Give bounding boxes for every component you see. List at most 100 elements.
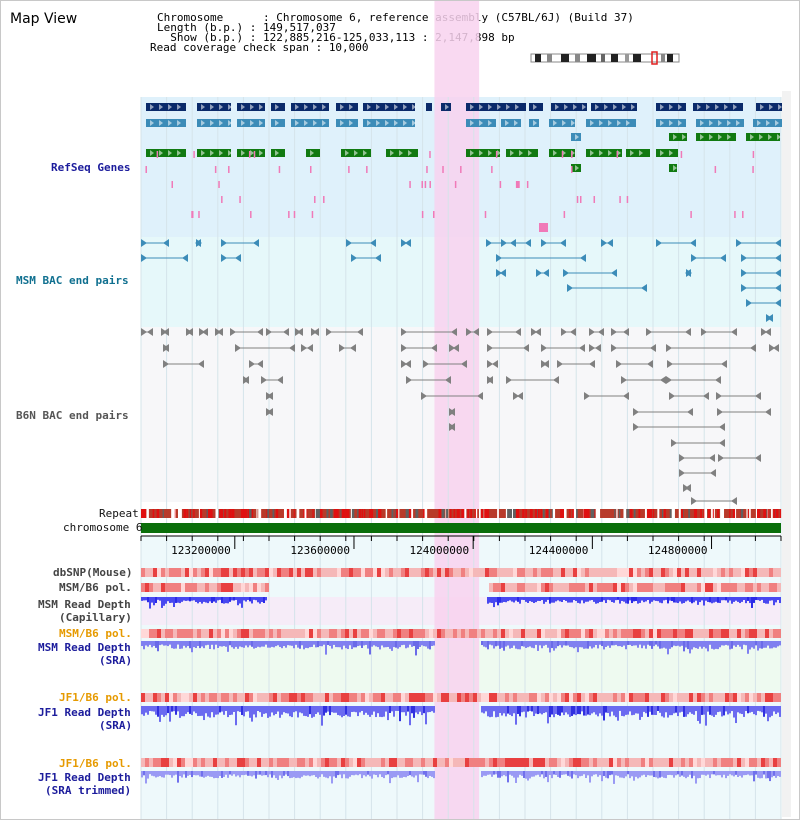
msm-pol-heat-cell: [685, 583, 689, 592]
gene-strand-arrow: [573, 104, 577, 110]
msm-bac-track-label[interactable]: MSM BAC end pairs: [16, 274, 129, 287]
jf1-pol-sra-heat-cell: [557, 693, 561, 702]
msm-depth-sra-label[interactable]: MSM Read Depth: [38, 641, 131, 654]
jf1-depth-sra-label[interactable]: JF1 Read Depth: [38, 706, 131, 719]
msm-capillary-depth-bar: [253, 597, 255, 600]
refseq-mark: [484, 211, 487, 218]
jf1-sra-depth-bar: [703, 706, 705, 715]
msm-pol-sra-heat-cell: [445, 629, 449, 638]
msm-pol-sra-label[interactable]: MSM/B6 pol.: [59, 627, 132, 640]
chromosome-track-label[interactable]: chromosome 6: [63, 521, 143, 534]
b6n-bac-pair-end: [717, 408, 723, 416]
msm-depth-capillary-label[interactable]: MSM Read Depth: [38, 598, 131, 611]
msm-sra-depth-bar: [701, 641, 703, 649]
repeat-element: [408, 509, 412, 518]
msm-sra-depth-bar: [671, 641, 673, 648]
repeat-track-label[interactable]: Repeat: [99, 507, 139, 520]
msm-pol-heat-cell: [545, 583, 549, 592]
dbsnp-heat-cell: [209, 568, 213, 577]
jf1-pol-sra-heat-cell: [517, 693, 521, 702]
jf1-trim-depth-bar: [765, 771, 767, 779]
jf1-trim-depth-bar: [609, 771, 611, 776]
msm-capillary-depth-bar: [537, 597, 539, 601]
jf1-sra-depth-bar: [169, 706, 171, 722]
msm-sra-depth-bar: [763, 641, 765, 648]
jf1-sra-depth-bar: [343, 706, 345, 716]
b6n-bac-pair-end: [553, 376, 559, 384]
jf1-trim-depth-bar: [753, 771, 755, 782]
gene-strand-arrow: [210, 104, 214, 110]
dbsnp-track-label[interactable]: dbSNP(Mouse): [53, 566, 133, 579]
jf1-pol-trim-heat-cell: [473, 758, 477, 767]
b6n-bac-pair-end: [669, 392, 675, 400]
gene-strand-arrow: [479, 150, 483, 156]
dbsnp-heat-cell: [161, 568, 165, 577]
dbsnp-heat-cell: [569, 568, 573, 577]
msm-pol-track-label[interactable]: MSM/B6 pol.: [59, 581, 132, 594]
dbsnp-heat-cell: [653, 568, 657, 577]
refseq-track-label[interactable]: RefSeq Genes: [51, 161, 131, 174]
jf1-trim-depth-bar: [349, 771, 351, 777]
msm-pol-heat-cell: [665, 583, 669, 592]
jf1-sra-depth-bar: [491, 706, 493, 717]
jf1-sra-depth-bar: [187, 706, 189, 713]
jf1-sra-depth-bar: [221, 706, 223, 712]
jf1-pol-trim-heat-cell: [449, 758, 453, 767]
jf1-depth-trim-label[interactable]: JF1 Read Depth: [38, 771, 131, 784]
msm-sra-depth-bar: [593, 641, 595, 648]
msm-capillary-depth-bar: [667, 597, 669, 604]
msm-sra-depth-bar: [145, 641, 147, 646]
jf1-trim-depth-bar: [363, 771, 365, 776]
jf1-pol-sra-heat-cell: [173, 693, 177, 702]
b6n-bac-pair-end: [277, 376, 283, 384]
msm-pol-heat-cell: [557, 583, 561, 592]
msm-pol-sra-heat-cell: [217, 629, 221, 638]
b6n-bac-pair-end: [487, 344, 493, 352]
jf1-sra-depth-bar: [529, 706, 531, 711]
jf1-trim-depth-bar: [181, 771, 183, 778]
ruler-tick-label: 124000000: [410, 544, 470, 557]
jf1-sra-depth-bar: [417, 706, 419, 715]
jf1-pol-trim-heat-cell: [421, 758, 425, 767]
dbsnp-heat-cell: [677, 568, 681, 577]
jf1-pol-sra-heat-cell: [573, 693, 577, 702]
jf1-sra-depth-bar: [493, 706, 495, 712]
msm-capillary-depth-bar: [509, 597, 511, 601]
msm-sra-depth-bar: [667, 641, 669, 655]
msm-capillary-depth-bar: [517, 597, 519, 602]
b6n-bac-pair-end: [406, 376, 412, 384]
b6n-bac-pair-end: [646, 328, 652, 336]
jf1-pol-sra-heat-cell: [301, 693, 305, 702]
jf1-trim-depth-bar: [651, 771, 653, 776]
msm-pol-heat-cell: [681, 583, 685, 592]
msm-capillary-depth-bar: [723, 597, 725, 601]
msm-sra-depth-bar: [239, 641, 241, 647]
vertical-scrollbar[interactable]: [782, 91, 791, 817]
b6n-bac-pair-end: [163, 344, 169, 352]
jf1-sra-depth-bar: [197, 706, 199, 717]
msm-pol-sra-heat-cell: [409, 629, 413, 638]
jf1-sra-depth-bar: [305, 706, 307, 717]
msm-bac-pair-end: [370, 239, 376, 247]
jf1-trim-depth-bar: [553, 771, 555, 775]
repeat-element: [522, 509, 525, 518]
msm-pol-heat-cell: [197, 583, 201, 592]
jf1-sra-depth-bar: [427, 706, 429, 713]
jf1-trim-depth-bar: [339, 771, 341, 775]
jf1-pol-trim-label[interactable]: JF1/B6 pol.: [59, 757, 132, 770]
refseq-mark: [191, 211, 194, 218]
msm-capillary-depth-bar: [747, 597, 749, 601]
jf1-pol-trim-heat-cell: [681, 758, 685, 767]
repeat-element: [529, 509, 533, 518]
msm-pol-sra-heat-cell: [249, 629, 253, 638]
jf1-pol-sra-label[interactable]: JF1/B6 pol.: [59, 691, 132, 704]
jf1-sra-depth-bar: [201, 706, 203, 716]
jf1-sra-depth-bar: [207, 706, 209, 717]
jf1-pol-trim-heat-cell: [241, 758, 245, 767]
jf1-trim-depth-bar: [679, 771, 681, 777]
b6n-bac-track-label[interactable]: B6N BAC end pairs: [16, 409, 129, 422]
gene-strand-arrow: [445, 104, 449, 110]
msm-sra-depth-bar: [647, 641, 649, 645]
b6n-bac-pair-end: [423, 360, 429, 368]
